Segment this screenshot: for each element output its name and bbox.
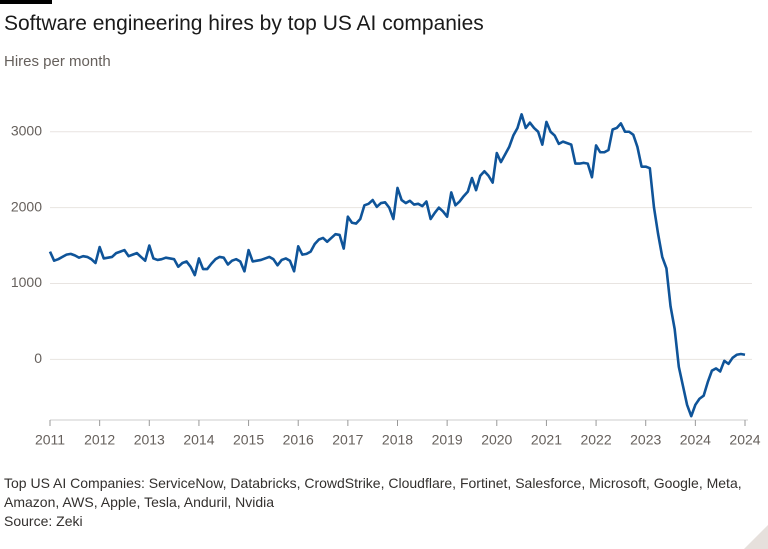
source: Source: Zeki bbox=[4, 513, 83, 529]
y-tick-label: 2000 bbox=[11, 198, 42, 214]
data-line bbox=[48, 113, 746, 418]
x-tick-label: 2016 bbox=[283, 432, 314, 448]
y-tick-label: 1000 bbox=[11, 274, 42, 290]
x-tick-label: 2011 bbox=[35, 432, 65, 448]
x-tick-label: 2015 bbox=[233, 432, 264, 448]
note: Top US AI Companies: ServiceNow, Databri… bbox=[4, 475, 742, 510]
x-tick-label: 2014 bbox=[183, 432, 214, 448]
x-tick-label: 2019 bbox=[432, 432, 463, 448]
y-tick-label: 0 bbox=[34, 350, 42, 366]
brand-bar bbox=[0, 0, 52, 4]
footnote: Top US AI Companies: ServiceNow, Databri… bbox=[4, 474, 754, 531]
fold-shape bbox=[744, 525, 768, 549]
x-tick-label: 2023 bbox=[630, 432, 661, 448]
x-tick-label: 2024 bbox=[729, 432, 760, 448]
x-tick-label: 2013 bbox=[134, 432, 165, 448]
x-tick-label: 2024 bbox=[680, 432, 711, 448]
chart-title: Software engineering hires by top US AI … bbox=[4, 12, 484, 35]
x-tick-label: 2020 bbox=[481, 432, 512, 448]
x-tick-label: 2021 bbox=[531, 432, 562, 448]
chart: 0 1000 2000 3000 2011 2012 2013 2014 2015 2016 201… bbox=[11, 113, 761, 448]
x-tick-label: 2018 bbox=[382, 432, 413, 448]
chart-subtitle: Hires per month bbox=[4, 53, 111, 70]
y-tick-label: 3000 bbox=[11, 122, 42, 138]
corner-fold bbox=[744, 525, 768, 549]
x-tick-label: 2012 bbox=[84, 432, 115, 448]
x-tick-label: 2022 bbox=[580, 432, 611, 448]
x-tick-label: 2017 bbox=[332, 432, 363, 448]
